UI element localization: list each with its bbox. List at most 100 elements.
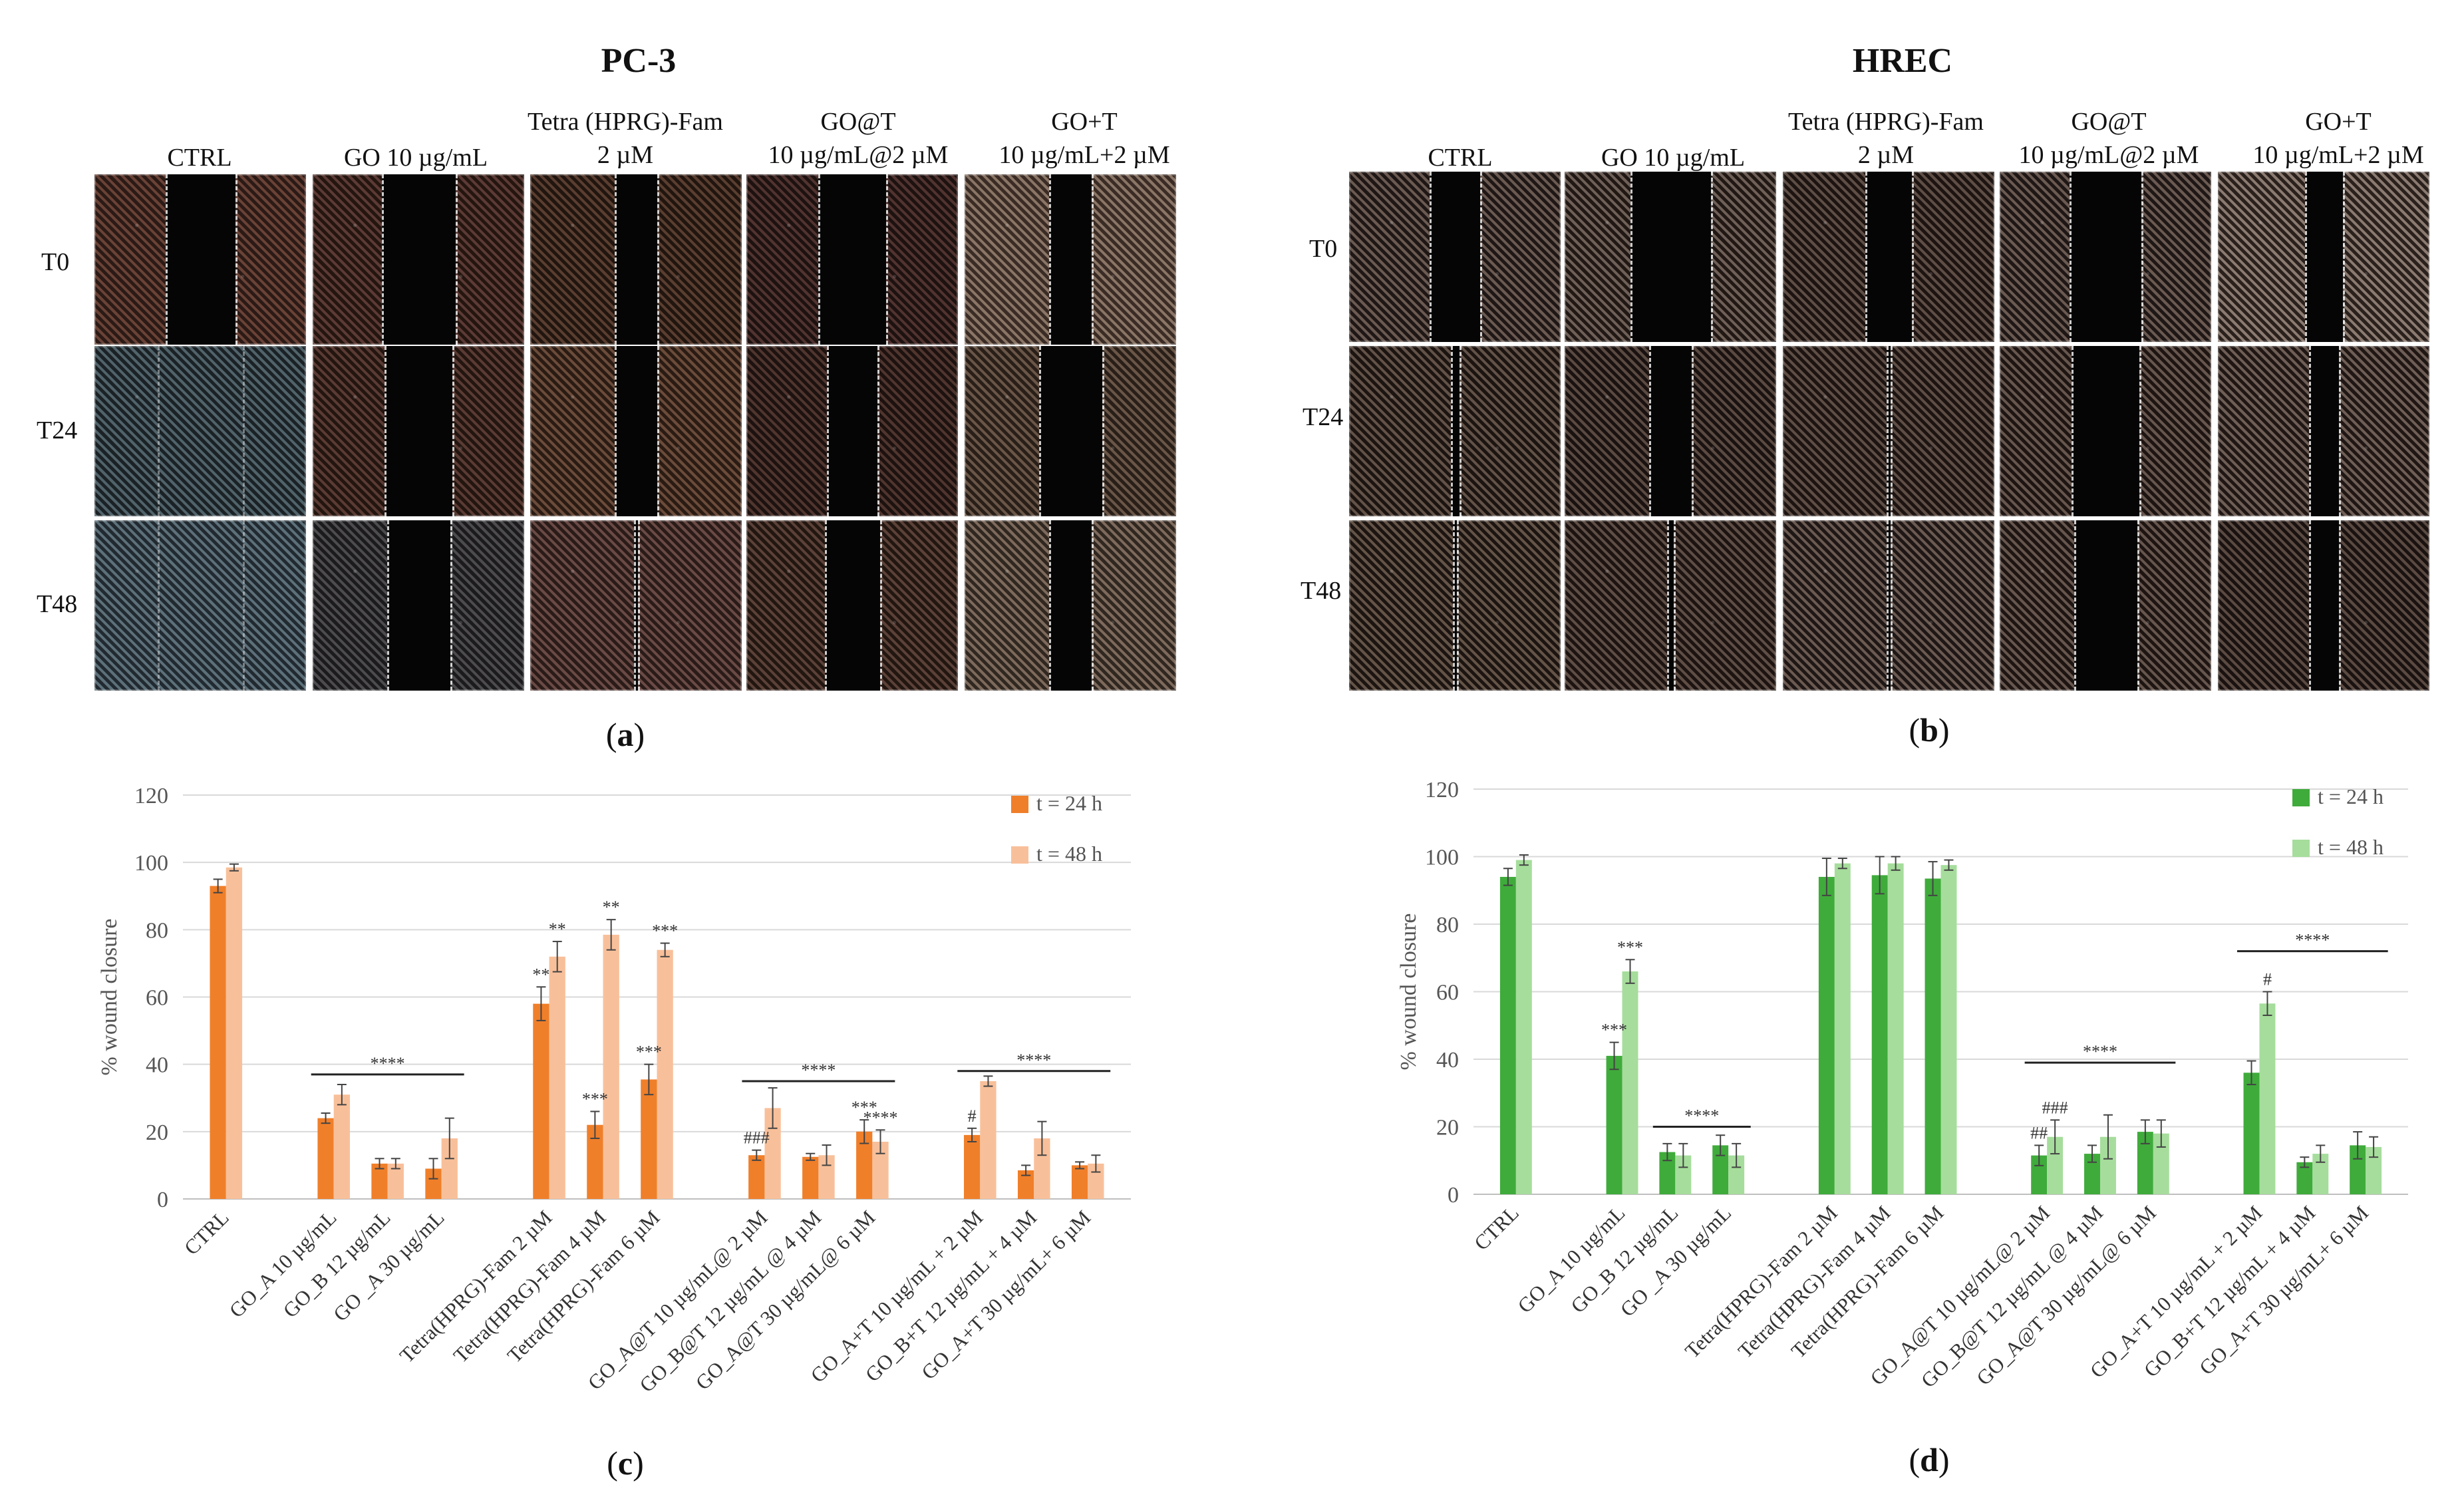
panel-b-wound-edge-left-r1-c1	[1649, 346, 1651, 516]
chart-d-ytick-label-6: 120	[1425, 778, 1459, 802]
panel-a-col-header-3: GO@T 10 µg/mL@2 µM	[738, 105, 978, 172]
chart-d-sig-mark-3: ***	[1601, 1021, 1627, 1040]
panel-a-wound-edge-left-r0-c2	[615, 174, 617, 345]
panel-b-micrograph-r0-c4	[2218, 172, 2429, 342]
panel-c-label-open: (	[607, 1444, 618, 1482]
panel-c-label-letter: c	[617, 1444, 633, 1482]
panel-a-wound-edge-right-r2-c1	[450, 520, 452, 691]
panel-b-wound-edge-right-r2-c4	[2339, 520, 2341, 691]
chart-d-sig-mark-4: ***	[1617, 937, 1643, 957]
panel-b-col-header-2-line2: 2 µM	[1857, 141, 1915, 169]
panel-b-micrograph-r1-c0	[1349, 346, 1561, 516]
panel-a-wound-edge-left-r2-c1	[387, 520, 389, 691]
chart-d-bar-s1-c6	[1940, 865, 1957, 1194]
panel-b-wound-edge-right-r0-c0	[1480, 172, 1482, 342]
panel-b-label-close: )	[1938, 711, 1950, 749]
chart-c-sig-mark-8: ***	[652, 921, 678, 941]
panel-a-col-header-0-line2: CTRL	[167, 144, 232, 172]
panel-b-wound-edge-right-r1-c1	[1692, 346, 1694, 516]
panel-b-wound-edge-left-r0-c2	[1865, 172, 1867, 342]
panel-a-wound-edge-right-r1-c3	[877, 346, 879, 516]
chart-d-bar-s0-c3	[1712, 1145, 1729, 1194]
chart-c-ylabel: % wound closure	[97, 918, 122, 1075]
panel-a-wound-edge-right-r1-c0	[243, 346, 245, 516]
panel-c-label-close: )	[633, 1444, 644, 1482]
panel-b-micrograph-r0-c0	[1349, 172, 1561, 342]
chart-c-sig-mark-6: **	[603, 898, 620, 917]
chart-d-legend-label-1: t = 48 h	[2318, 835, 2384, 859]
panel-a-wound-gap-r1-c1	[385, 346, 452, 516]
panel-b: HREC CTRL GO 10 µg/mL Tetra (HPRG)-Fam 2…	[1301, 42, 2429, 749]
panel-b-wound-edge-right-r0-c4	[2343, 172, 2345, 342]
panel-b-col-header-0: CTRL	[1350, 108, 1570, 174]
chart-d-bar-s0-c5	[1871, 875, 1888, 1194]
panel-a: PC-3 CTRL GO 10 µg/mL Tetra (HPRG)-Fam 2…	[0, 0, 1232, 758]
chart-c-bar-s1-c1	[333, 1094, 350, 1199]
chart-d-bar-s1-c3	[1728, 1155, 1745, 1194]
panel-b-wound-gap-r0-c0	[1430, 172, 1480, 342]
panel-a-wound-gap-r0-c1	[382, 174, 456, 345]
chart-d-sig-mark-7: #	[2263, 970, 2272, 989]
panel-a-label-letter: a	[617, 716, 634, 753]
panel-b-col-header-4-line2: 10 µg/mL+2 µM	[2252, 141, 2424, 169]
chart-d-bar-s1-c12	[2366, 1146, 2382, 1194]
panel-a-wound-edge-right-r1-c1	[452, 346, 454, 516]
chart-d-sig-label-2: ****	[2295, 931, 2330, 950]
panel-a-wound-gap-r0-c3	[818, 174, 886, 345]
chart-c-bar-s1-c10	[980, 1081, 997, 1199]
panel-a-col-header-2: Tetra (HPRG)-Fam 2 µM	[506, 105, 745, 172]
panel-a-micrograph-r1-c3	[746, 346, 958, 516]
panel-a-col-header-2-line1: Tetra (HPRG)-Fam	[528, 108, 723, 136]
panel-b-label: (b)	[1889, 711, 1969, 749]
panel-b-wound-edge-right-r0-c1	[1711, 172, 1713, 342]
chart-d-sig-mark-6: ###	[2042, 1098, 2068, 1117]
chart-c-bar-s0-c8	[802, 1156, 819, 1199]
panel-b-wound-edge-left-r0-c3	[2070, 172, 2072, 342]
chart-d-sig-mark-5: ##	[2030, 1123, 2048, 1142]
chart-d-bar-s0-c10	[2243, 1073, 2260, 1194]
panel-b-wound-edge-right-r0-c3	[2141, 172, 2143, 342]
chart-c-bar-s0-c7	[748, 1155, 765, 1199]
panel-a-wound-edge-right-r0-c3	[886, 174, 888, 345]
panel-b-wound-gap-r2-c2	[1887, 520, 1891, 691]
panel-a-micrograph-r1-c1	[313, 346, 524, 516]
chart-d-bar-s0-c9	[2137, 1132, 2153, 1194]
panel-b-micrograph-r0-c3	[2000, 172, 2211, 342]
panel-a-wound-edge-left-r1-c3	[827, 346, 829, 516]
panel-a-wound-edge-left-r1-c4	[1039, 346, 1041, 516]
panel-b-wound-edge-right-r1-c3	[2139, 346, 2141, 516]
chart-d-bar-s1-c0	[1515, 860, 1532, 1194]
chart-d-legend-swatch-1	[2292, 840, 2310, 857]
panel-a-col-header-1-line2: GO 10 µg/mL	[343, 144, 488, 172]
panel-b-wound-gap-r2-c1	[1667, 520, 1674, 691]
panel-a-wound-gap-r2-c2	[634, 520, 638, 691]
panel-a-micrograph-r2-c4	[965, 520, 1176, 691]
panel-b-label-letter: b	[1920, 711, 1938, 749]
panel-c-label: (c)	[585, 1444, 665, 1482]
panel-b-col-header-0-line2: CTRL	[1428, 144, 1493, 172]
chart-c-bar-s1-c5	[603, 934, 619, 1199]
panel-a-row-label-t24: T24	[37, 417, 78, 444]
panel-a-col-header-4-line1: GO+T	[1051, 108, 1118, 136]
panel-b-micrograph-r0-c2	[1783, 172, 1994, 342]
chart-d-ytick-label-5: 100	[1425, 846, 1459, 870]
chart-d-bar-s1-c11	[2312, 1154, 2329, 1194]
panel-a-wound-edge-left-r1-c1	[385, 346, 386, 516]
panel-a-wound-gap-r1-c3	[827, 346, 877, 516]
panel-b-col-header-1: GO 10 µg/mL	[1563, 108, 1783, 174]
panel-b-row-label-t24: T24	[1303, 403, 1344, 431]
panel-a-wound-gap-r2-c1	[387, 520, 450, 691]
chart-d-ytick-label-3: 60	[1436, 981, 1459, 1005]
chart-c-sig-mark-12: #	[968, 1106, 977, 1126]
chart-d-bar-s0-c1	[1606, 1055, 1622, 1194]
chart-d-ytick-label-4: 80	[1436, 913, 1459, 937]
chart-d-bar-s0-c4	[1818, 876, 1835, 1194]
panel-a-wound-edge-left-r1-c0	[158, 346, 160, 516]
panel-a-label-close: )	[633, 716, 645, 753]
panel-a-col-header-1: GO 10 µg/mL	[306, 108, 526, 174]
panel-b-wound-edge-right-r1-c0	[1460, 346, 1462, 516]
panel-b-micrograph-r0-c1	[1565, 172, 1776, 342]
panel-b-wound-gap-r2-c0	[1453, 520, 1457, 691]
panel-b-wound-edge-left-r1-c0	[1451, 346, 1453, 516]
